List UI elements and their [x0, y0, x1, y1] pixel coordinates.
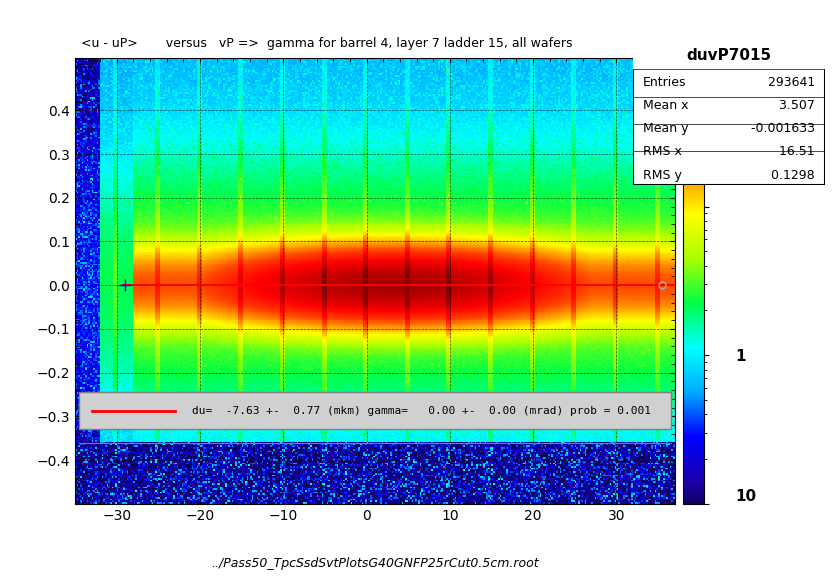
Text: 293641: 293641 — [752, 76, 815, 89]
Text: Mean y: Mean y — [643, 122, 688, 135]
Bar — [79, 393, 671, 430]
Text: RMS x: RMS x — [643, 145, 681, 159]
Text: Entries: Entries — [643, 76, 686, 89]
Text: 10: 10 — [736, 58, 756, 73]
Text: duvP7015: duvP7015 — [686, 47, 771, 63]
Text: 10: 10 — [736, 489, 756, 504]
Text: -0.001633: -0.001633 — [747, 122, 815, 135]
Text: 0.1298: 0.1298 — [747, 168, 815, 182]
Text: 3.507: 3.507 — [751, 99, 815, 112]
Text: RMS y: RMS y — [643, 168, 681, 182]
Bar — [633, 41, 825, 69]
Text: du=  -7.63 +-  0.77 (mkm) gamma=   0.00 +-  0.00 (mrad) prob = 0.001: du= -7.63 +- 0.77 (mkm) gamma= 0.00 +- 0… — [192, 406, 651, 416]
Text: Mean x: Mean x — [643, 99, 688, 112]
Text: 1: 1 — [736, 349, 746, 364]
FancyBboxPatch shape — [633, 41, 825, 185]
Text: ../Pass50_TpcSsdSvtPlotsG40GNFP25rCut0.5cm.root: ../Pass50_TpcSsdSvtPlotsG40GNFP25rCut0.5… — [211, 558, 539, 570]
Text: 16.51: 16.51 — [751, 145, 815, 159]
Text: <u - uP>       versus   vP =>  gamma for barrel 4, layer 7 ladder 15, all wafers: <u - uP> versus vP => gamma for barrel 4… — [81, 37, 572, 50]
